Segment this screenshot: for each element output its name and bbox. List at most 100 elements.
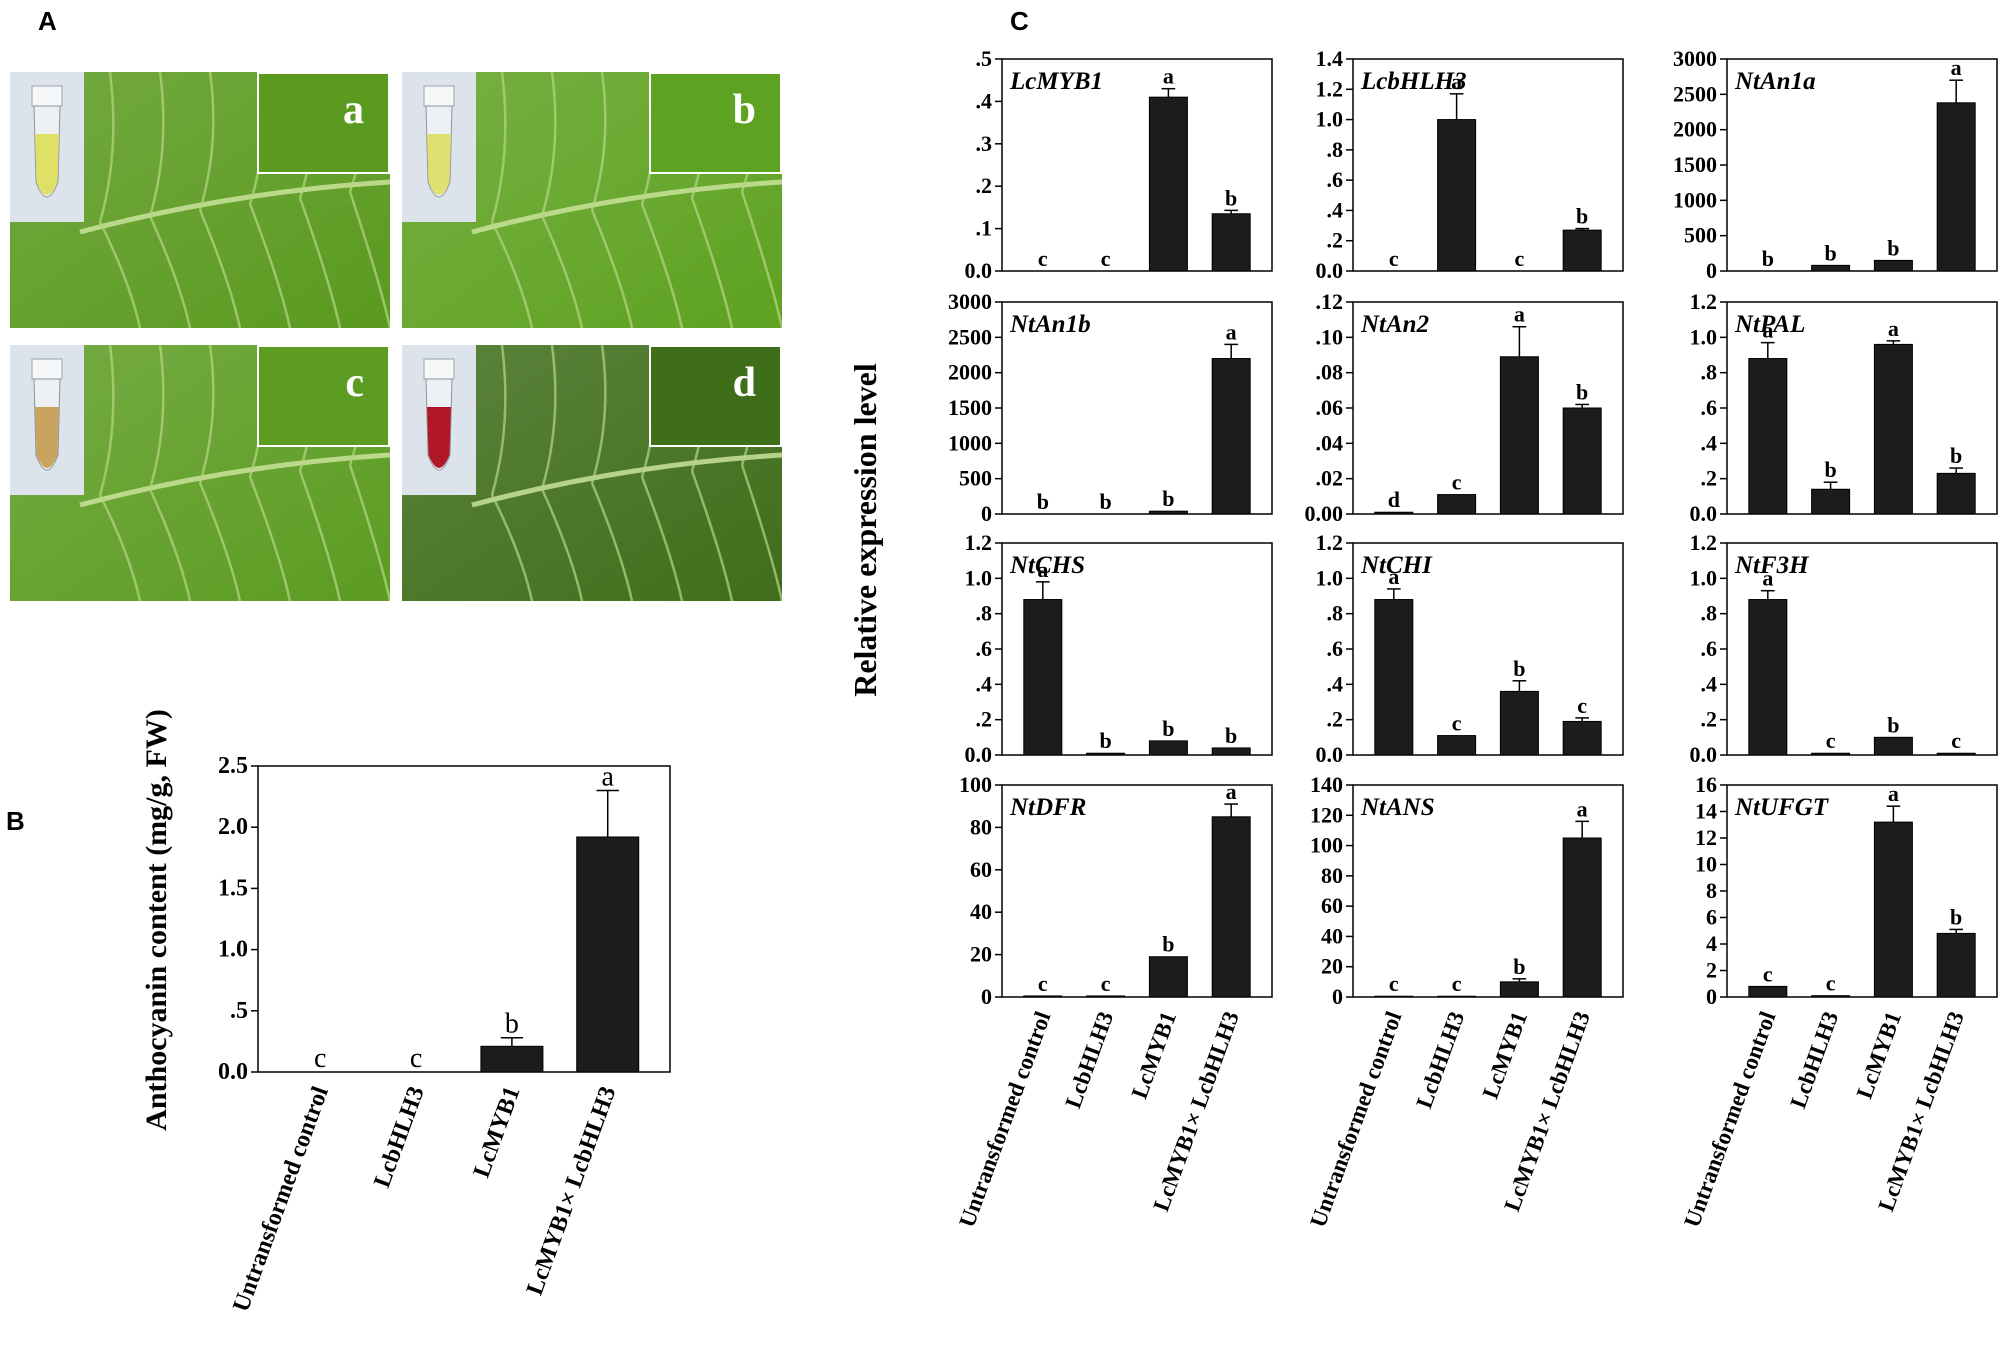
leaf-vein <box>540 345 557 490</box>
y-tick-label: .4 <box>976 88 993 113</box>
significance-letter: a <box>1226 779 1237 804</box>
bar <box>1148 956 1188 998</box>
y-tick-label: 60 <box>1321 893 1343 918</box>
y-tick-label: 0 <box>1706 984 1717 1009</box>
zoom-inset <box>649 72 782 174</box>
y-tick-label: .2 <box>1327 228 1344 253</box>
significance-letter: a <box>1951 55 1962 80</box>
y-tick-label: 10 <box>1695 852 1717 877</box>
gene-title: NtANS <box>1360 794 1435 821</box>
significance-letter: c <box>1951 728 1961 753</box>
y-tick-label: 0 <box>1332 984 1343 1009</box>
y-tick-label: 20 <box>970 942 992 967</box>
category-label: Untransformed control <box>1305 1008 1406 1230</box>
significance-letter: c <box>1515 246 1525 271</box>
bar <box>1811 488 1851 515</box>
y-tick-label: 20 <box>1321 954 1343 979</box>
y-tick-label: .8 <box>1327 601 1344 626</box>
category-label: Untransformed control <box>954 1008 1055 1230</box>
leaf-photo-b: b <box>402 72 782 328</box>
bar <box>1748 599 1788 756</box>
y-tick-label: 1500 <box>1673 152 1717 177</box>
leaf-vein <box>198 482 242 601</box>
gene-title: LcMYB1 <box>1009 68 1103 95</box>
y-tick-label: 4 <box>1706 931 1717 956</box>
significance-letter: a <box>1888 781 1899 806</box>
leaf-vein <box>540 72 557 217</box>
leaf-photo-a: a <box>10 72 390 328</box>
y-tick-label: .6 <box>1701 636 1718 661</box>
panel-label-c: C <box>1010 6 1029 36</box>
y-tick-label: 2000 <box>1673 117 1717 142</box>
y-tick-label: .2 <box>976 707 993 732</box>
y-tick-label: 60 <box>970 857 992 882</box>
y-tick-label: 1.2 <box>1316 530 1344 555</box>
leaf-vein <box>640 476 684 601</box>
tube-liquid <box>35 134 59 195</box>
subplot-NtANS: 0 20 40 60 80 100 120 140 c c b a NtANS <box>1310 772 1624 1009</box>
significance-letter: b <box>1762 246 1774 271</box>
leaf-vein <box>640 203 684 328</box>
significance-letter: c <box>1389 246 1399 271</box>
leaf-midrib <box>79 179 390 235</box>
y-tick-label: 1500 <box>948 395 992 420</box>
y-tick-label: 0.0 <box>218 1059 248 1085</box>
bar <box>1211 747 1251 756</box>
category-label: Untransformed control <box>1679 1008 1780 1230</box>
bar <box>1437 735 1477 756</box>
y-tick-label: 80 <box>970 814 992 839</box>
leaf-vein <box>98 345 115 496</box>
plot-frame <box>1352 58 1624 272</box>
y-tick-label: .8 <box>1701 360 1718 385</box>
gene-title: NtCHI <box>1360 552 1433 579</box>
leaf-vein <box>248 203 292 328</box>
gene-title: NtCHS <box>1009 552 1085 579</box>
y-tick-label: 500 <box>959 466 992 491</box>
leaf-vein <box>198 72 215 211</box>
significance-letter: b <box>1513 656 1525 681</box>
y-tick-label: 1.0 <box>965 565 993 590</box>
significance-letter: b <box>505 1009 519 1040</box>
y-tick-label: 1.2 <box>1690 289 1718 314</box>
leaf-vein <box>148 488 192 601</box>
leaf-vein <box>590 345 607 484</box>
significance-letter: a <box>1451 69 1462 94</box>
y-tick-label: 1.0 <box>1316 565 1344 590</box>
leaf-vein <box>590 209 634 328</box>
panel-label-a: A <box>38 6 57 36</box>
significance-letter: c <box>1452 470 1462 495</box>
bar <box>1211 213 1251 272</box>
bar <box>1211 358 1251 515</box>
y-tick-label: 2500 <box>1673 81 1717 106</box>
y-tick-label: 2000 <box>948 360 992 385</box>
leaf-vein <box>490 72 507 223</box>
tube-liquid <box>427 407 451 468</box>
y-tick-label: .5 <box>976 46 993 71</box>
y-tick-label: 1.0 <box>1690 565 1718 590</box>
subplot-NtDFR: 0 20 40 60 80 100 c c b a NtDFR <box>959 772 1273 1009</box>
bar <box>1562 229 1602 272</box>
category-label: LcbHLH3 <box>1411 1008 1469 1111</box>
significance-letter: a <box>1762 566 1773 591</box>
bar <box>1374 511 1414 515</box>
significance-letter: b <box>1099 728 1111 753</box>
leaf-image <box>402 72 782 328</box>
y-tick-label: 1.0 <box>218 937 248 963</box>
y-tick-label: .12 <box>1316 289 1344 314</box>
bar <box>1936 102 1976 272</box>
significance-letter: a <box>1037 557 1048 582</box>
y-tick-label: 0 <box>981 984 992 1009</box>
y-tick-label: .4 <box>976 671 993 696</box>
leaf-vein <box>148 215 192 328</box>
bar <box>1437 995 1477 998</box>
subplot-NtCHS: 0.0 .2 .4 .6 .8 1.0 1.2 a b b b NtCHS <box>965 530 1273 767</box>
bar <box>1374 599 1414 756</box>
y-tick-label: .6 <box>1327 636 1344 661</box>
tube-liquid <box>35 407 59 468</box>
y-tick-label: 1.2 <box>1316 76 1344 101</box>
significance-letter: b <box>1225 723 1237 748</box>
y-tick-label: 14 <box>1695 799 1717 824</box>
significance-letter: b <box>1225 185 1237 210</box>
y-tick-label: .4 <box>1701 671 1718 696</box>
bar <box>1873 821 1913 998</box>
